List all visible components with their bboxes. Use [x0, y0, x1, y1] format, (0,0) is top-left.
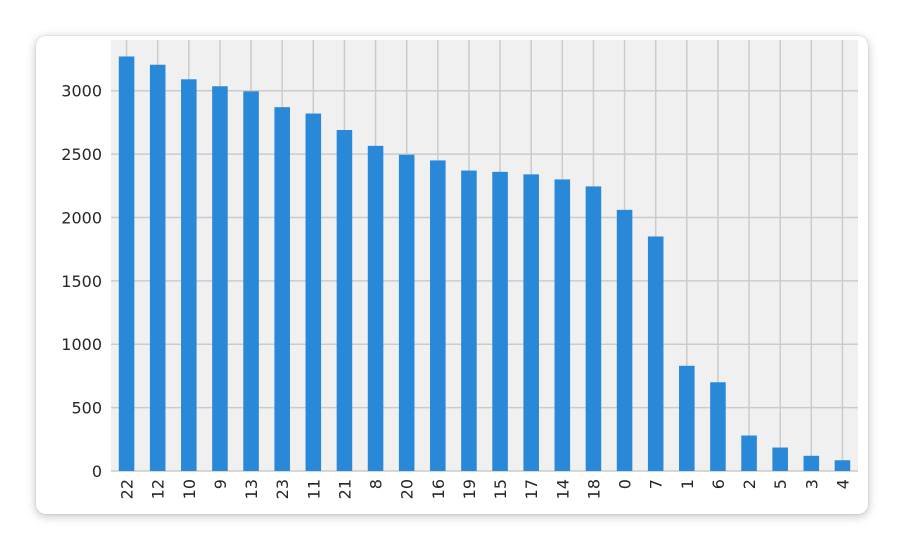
- x-tick-label: 16: [429, 479, 448, 499]
- x-tick-label: 9: [211, 479, 230, 489]
- bar-19: [461, 170, 477, 472]
- bar-23: [274, 107, 290, 471]
- bar-17: [523, 174, 539, 471]
- x-tick-label: 17: [522, 479, 541, 499]
- x-tick-label: 15: [491, 479, 510, 499]
- bar-1: [679, 365, 695, 471]
- x-tick-label: 5: [771, 479, 790, 489]
- x-tick-label: 23: [273, 479, 292, 499]
- x-tick-label: 12: [149, 479, 168, 499]
- bar-7: [647, 236, 664, 471]
- y-tick-label: 3000: [61, 82, 102, 101]
- y-axis-ticks: 0 500 1000 1500 2000 2500 3000: [61, 82, 102, 481]
- bar-10: [181, 79, 197, 471]
- bar-9: [212, 86, 228, 472]
- bar-2: [741, 435, 757, 471]
- x-tick-label: 14: [553, 479, 572, 499]
- x-tick-label: 7: [647, 479, 666, 489]
- x-tick-label: 21: [335, 479, 354, 499]
- x-tick-label: 2: [740, 479, 759, 489]
- bar-6: [710, 382, 726, 471]
- y-tick-label: 2500: [61, 145, 102, 164]
- x-tick-label: 6: [709, 479, 728, 489]
- bar-13: [243, 91, 259, 471]
- bar-22: [118, 56, 135, 472]
- bar-0: [616, 209, 633, 472]
- x-tick-label: 20: [398, 479, 417, 499]
- y-tick-label: 500: [71, 399, 102, 418]
- plot-area: [111, 40, 858, 471]
- x-tick-label: 0: [616, 479, 635, 489]
- bar-12: [149, 64, 166, 471]
- x-tick-label: 18: [584, 479, 603, 499]
- x-tick-label: 19: [460, 479, 479, 499]
- bar-3: [803, 455, 820, 471]
- x-tick-label: 1: [678, 479, 697, 489]
- bar-4: [834, 460, 851, 471]
- bar-18: [585, 186, 602, 471]
- x-tick-label: 4: [833, 479, 852, 489]
- x-tick-label: 10: [180, 479, 199, 499]
- bar-5: [772, 447, 788, 471]
- y-tick-label: 2000: [61, 208, 102, 227]
- bar-20: [398, 154, 415, 472]
- bar-16: [430, 160, 446, 472]
- bar-8: [367, 145, 384, 472]
- y-tick-label: 0: [92, 462, 102, 481]
- x-axis-ticks: 22 12 10 9 13 23 11 21 8 20 16 19 15 17 14 18 0 7 1 6 2 5 3 4: [118, 479, 853, 499]
- x-tick-label: 3: [802, 479, 821, 489]
- x-tick-label: 11: [304, 479, 323, 499]
- x-tick-label: 8: [367, 479, 386, 489]
- bars: [118, 56, 851, 472]
- bar-21: [336, 130, 353, 472]
- x-tick-label: 22: [118, 479, 137, 499]
- y-tick-label: 1000: [61, 335, 102, 354]
- bar-11: [305, 113, 322, 471]
- x-tick-label: 13: [242, 479, 261, 499]
- y-tick-label: 1500: [61, 272, 102, 291]
- bar-15: [492, 171, 508, 471]
- bar-14: [554, 179, 571, 472]
